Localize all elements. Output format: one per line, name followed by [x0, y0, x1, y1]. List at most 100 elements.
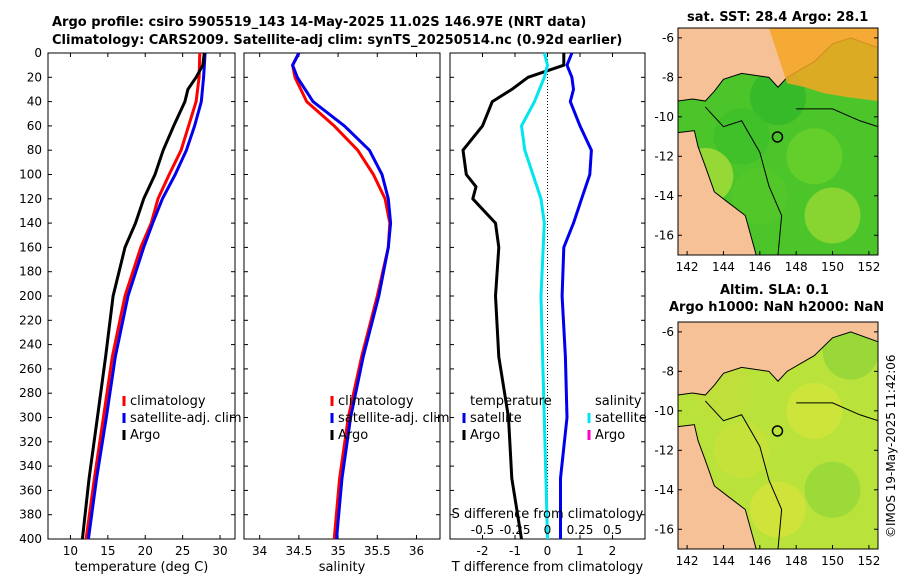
map2-land-capeyork: [678, 424, 757, 549]
salinity-diff-tick-label: 0: [544, 523, 552, 537]
x-tick-label: 1: [576, 544, 584, 558]
y-tick-label: 80: [27, 143, 42, 157]
y-tick-label: 240: [19, 338, 42, 352]
map-x-tick-label: 152: [857, 260, 880, 274]
x-tick-label: 35: [330, 544, 345, 558]
map1-field-patch: [786, 128, 843, 185]
x-tick-label: 34.5: [286, 544, 313, 558]
y-tick-label: 20: [27, 70, 42, 84]
map1-field-patch: [804, 187, 861, 244]
map1-contour: [796, 108, 878, 128]
map2-field-patch: [750, 481, 806, 538]
x-tick-label: 15: [100, 544, 115, 558]
x-axis-label: salinity: [319, 560, 366, 575]
y-tick-label: 260: [19, 362, 42, 376]
y-tick-label: 120: [19, 192, 42, 206]
salinity-diff-tick-label: -0.25: [499, 523, 530, 537]
y-tick-label: 360: [19, 483, 42, 497]
map-x-tick-label: 142: [676, 554, 699, 568]
y-tick-label: 340: [19, 459, 42, 473]
map-x-tick-label: 150: [821, 554, 844, 568]
temperature-legend-label: Argo: [130, 428, 160, 443]
map2-contour: [796, 402, 878, 422]
map2-field-patch: [822, 323, 878, 380]
salinity-legend-label: climatology: [338, 394, 414, 409]
series-line-climatology: [84, 52, 202, 540]
y-tick-label: 280: [19, 386, 42, 400]
map-y-tick-label: -10: [654, 110, 674, 124]
x-tick-label: 35.5: [364, 544, 391, 558]
map1-content: [678, 28, 878, 255]
y-tick-label: 0: [34, 46, 42, 60]
map-x-tick-label: 148: [785, 260, 808, 274]
map1-land-capeyork: [678, 130, 757, 255]
x-tick-label: 36: [409, 544, 424, 558]
diff-temperature-legend-label: Argo: [470, 428, 500, 443]
map1-group: [677, 27, 879, 256]
diff-salinity-legend-label: satellite: [595, 411, 647, 426]
map-y-tick-label: -10: [654, 404, 674, 418]
map2-content: [678, 322, 878, 549]
diff-legend-title-salinity: salinity: [595, 394, 642, 409]
x-tick-label: 25: [175, 544, 190, 558]
y-tick-label: 380: [19, 508, 42, 522]
diff-temperature-legend-label: satellite: [470, 411, 522, 426]
y-tick-label: 180: [19, 265, 42, 279]
temperature-legend-label: climatology: [130, 394, 206, 409]
salinity-legend-label: satellite-adj. clim: [338, 411, 450, 426]
series-line-satellite-adj-clim: [86, 52, 207, 540]
figure-title-line2: Climatology: CARS2009. Satellite-adj cli…: [52, 33, 623, 48]
diff-salinity-legend-label: Argo: [595, 428, 625, 443]
map1-field-patch: [731, 167, 788, 224]
salinity-diff-tick-label: -0.5: [471, 523, 494, 537]
map2-land-newguinea: [678, 322, 878, 396]
salinity-diff-tick-label: 0.5: [603, 523, 622, 537]
map1-contour: [704, 106, 783, 255]
map-y-tick-label: -12: [654, 443, 674, 457]
series-line-climatology: [291, 52, 392, 540]
map-x-tick-label: 146: [748, 260, 771, 274]
x-tick-label: 0: [544, 544, 552, 558]
map2-contour: [704, 400, 783, 549]
y-tick-label: 140: [19, 216, 42, 230]
panel-frame-1: [47, 52, 236, 540]
x-tick-label: -1: [509, 544, 521, 558]
map2-frame: [677, 321, 879, 550]
x-tick-label: -2: [477, 544, 489, 558]
map1-float-marker: [771, 131, 784, 143]
map-y-tick-label: -16: [654, 522, 674, 536]
map1-frame: [677, 27, 879, 256]
map1-title: sat. SST: 28.4 Argo: 28.1: [687, 10, 869, 25]
map2-field-patch: [804, 461, 861, 518]
series-line-temperature-satellite: [559, 52, 593, 539]
map2-field-patch: [713, 422, 770, 479]
y-tick-label: 320: [19, 435, 42, 449]
y-tick-label: 40: [27, 95, 42, 109]
map-y-tick-label: -6: [662, 325, 674, 339]
map-y-tick-label: -12: [654, 149, 674, 163]
x-axis-label: temperature (deg C): [75, 560, 209, 575]
y-tick-label: 200: [19, 289, 42, 303]
figure-title-line1: Argo profile: csiro 5905519_143 14-May-2…: [52, 15, 587, 30]
series-line-argo: [80, 52, 206, 540]
map2-title-line2: Argo h1000: NaN h2000: NaN: [669, 300, 885, 315]
map-x-tick-label: 144: [712, 260, 735, 274]
y-tick-label: 400: [19, 532, 42, 546]
map-x-tick-label: 146: [748, 554, 771, 568]
map-y-tick-label: -8: [662, 364, 674, 378]
series-line-satellite-adj-clim: [291, 52, 393, 540]
map-x-tick-label: 148: [785, 554, 808, 568]
map2-title-line1: Altim. SLA: 0.1: [720, 283, 829, 298]
y-tick-label: 220: [19, 313, 42, 327]
map-x-tick-label: 144: [712, 554, 735, 568]
map2-group: [677, 321, 879, 550]
x-tick-label: 10: [63, 544, 78, 558]
y-tick-label: 60: [27, 119, 42, 133]
y-tick-label: 160: [19, 240, 42, 254]
map1-warm-region: [768, 28, 878, 102]
y-tick-label: 100: [19, 168, 42, 182]
diff-top-axis-label: S difference from climatology: [452, 507, 644, 522]
map-x-tick-label: 142: [676, 260, 699, 274]
map2-float-marker: [771, 425, 784, 437]
